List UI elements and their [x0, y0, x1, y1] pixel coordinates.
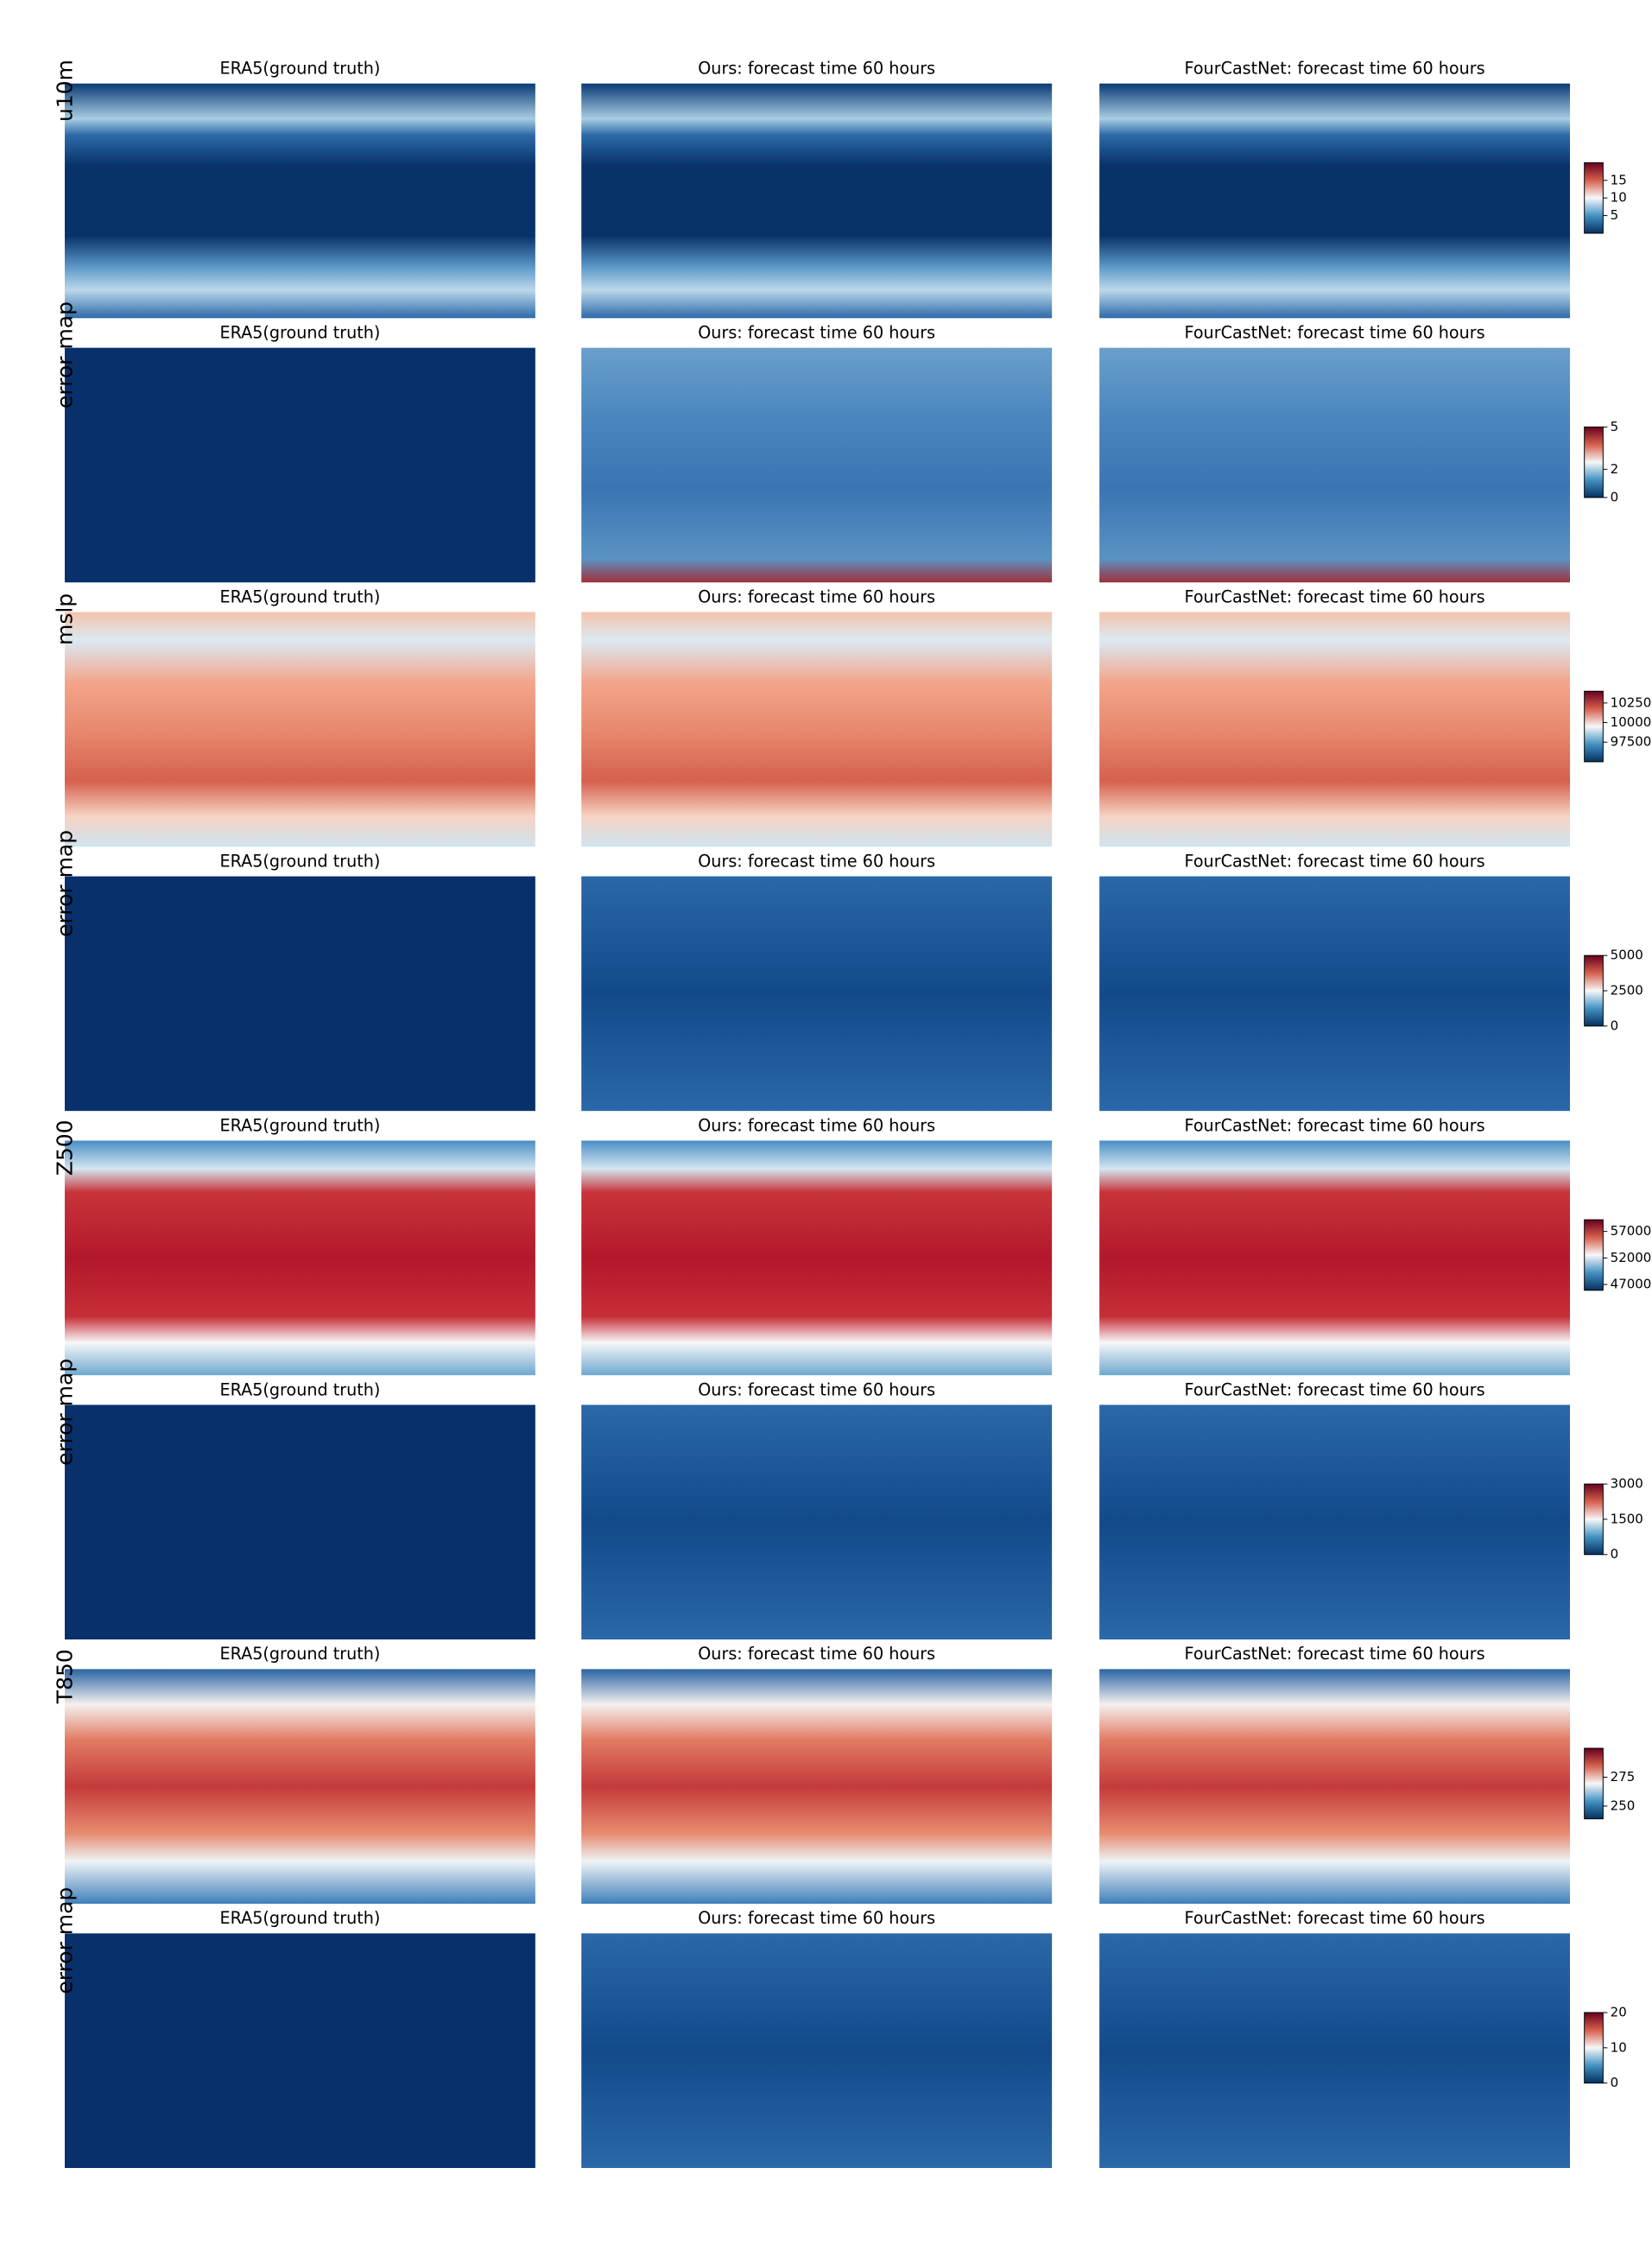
colorbar-tick-label: 0 — [1611, 1546, 1619, 1562]
row-label: T850 — [53, 1649, 78, 1704]
row-label: error map — [53, 1359, 78, 1466]
row-label: error map — [53, 301, 78, 409]
panel-title: FourCastNet: forecast time 60 hours — [1185, 59, 1485, 79]
colorbar-tick-label: 5000 — [1611, 948, 1643, 963]
colorbar — [1584, 2012, 1604, 2084]
colorbar-tick-label: 2 — [1611, 461, 1619, 477]
heatmap-panel — [1099, 1404, 1571, 1640]
heatmap-panel — [1099, 612, 1571, 847]
colorbar-tick-label: 47000 — [1611, 1277, 1652, 1292]
panel-title: ERA5(ground truth) — [219, 1115, 380, 1135]
colorbar-tick-label: 2500 — [1611, 983, 1643, 999]
colorbar — [1584, 1483, 1604, 1556]
heatmap-panel — [1099, 83, 1571, 319]
colorbar-tick-label: 0 — [1611, 489, 1619, 504]
colorbar-tick-label: 275 — [1611, 1769, 1636, 1785]
heatmap-panel — [64, 876, 535, 1112]
colorbar — [1584, 1747, 1604, 1820]
panel-title: Ours: forecast time 60 hours — [698, 1644, 935, 1664]
panel-title: Ours: forecast time 60 hours — [698, 1379, 935, 1399]
panel-title: ERA5(ground truth) — [219, 851, 380, 871]
colorbar — [1584, 1219, 1604, 1291]
panel-title: ERA5(ground truth) — [219, 1908, 380, 1928]
heatmap-panel — [64, 1140, 535, 1376]
heatmap-panel — [1099, 1933, 1571, 2168]
colorbar-tick-label: 0 — [1611, 1018, 1619, 1033]
panel-title: FourCastNet: forecast time 60 hours — [1185, 322, 1485, 342]
heatmap-panel — [1099, 347, 1571, 583]
panel-title: Ours: forecast time 60 hours — [698, 851, 935, 871]
panel-title: ERA5(ground truth) — [219, 59, 380, 79]
panel-title: Ours: forecast time 60 hours — [698, 1115, 935, 1135]
panel-title: FourCastNet: forecast time 60 hours — [1185, 1908, 1485, 1928]
heatmap-panel — [1099, 1140, 1571, 1376]
colorbar-tick-label: 52000 — [1611, 1250, 1652, 1265]
heatmap-panel — [581, 876, 1053, 1112]
row-label: error map — [53, 830, 78, 937]
panel-title: Ours: forecast time 60 hours — [698, 586, 935, 606]
panel-title: Ours: forecast time 60 hours — [698, 59, 935, 79]
colorbar-tick-label: 250 — [1611, 1797, 1636, 1813]
row-label: error map — [53, 1887, 78, 1994]
colorbar-tick-label: 1500 — [1611, 1511, 1643, 1526]
colorbar-tick-label: 5 — [1611, 207, 1619, 223]
heatmap-panel — [581, 1404, 1053, 1640]
heatmap-panel — [64, 1933, 535, 2168]
panel-title: FourCastNet: forecast time 60 hours — [1185, 1379, 1485, 1399]
row-label: mslp — [53, 593, 78, 645]
heatmap-panel — [1099, 1669, 1571, 1905]
heatmap-panel — [581, 347, 1053, 583]
heatmap-panel — [64, 1669, 535, 1905]
heatmap-panel — [581, 1140, 1053, 1376]
colorbar-tick-label: 5 — [1611, 419, 1619, 434]
panel-title: FourCastNet: forecast time 60 hours — [1185, 1644, 1485, 1664]
colorbar-tick-label: 97500 — [1611, 734, 1652, 750]
colorbar-tick-label: 15 — [1611, 172, 1627, 187]
heatmap-panel — [64, 347, 535, 583]
panel-title: ERA5(ground truth) — [219, 1644, 380, 1664]
colorbar-tick-label: 10 — [1611, 190, 1627, 206]
colorbar-tick-label: 10250 — [1611, 694, 1652, 710]
panel-title: FourCastNet: forecast time 60 hours — [1185, 851, 1485, 871]
heatmap-panel — [64, 1404, 535, 1640]
heatmap-panel — [64, 612, 535, 847]
heatmap-panel — [581, 612, 1053, 847]
colorbar — [1584, 426, 1604, 498]
colorbar — [1584, 690, 1604, 763]
colorbar-tick-label: 10 — [1611, 2039, 1627, 2055]
panel-title: FourCastNet: forecast time 60 hours — [1185, 1115, 1485, 1135]
colorbar-tick-label: 3000 — [1611, 1476, 1643, 1492]
heatmap-panel — [581, 1669, 1053, 1905]
heatmap-panel — [64, 83, 535, 319]
colorbar — [1584, 954, 1604, 1027]
panel-title: ERA5(ground truth) — [219, 322, 380, 342]
colorbar-tick-label: 10000 — [1611, 714, 1652, 730]
row-label: Z500 — [53, 1119, 78, 1176]
panel-title: ERA5(ground truth) — [219, 1379, 380, 1399]
colorbar-tick-label: 57000 — [1611, 1223, 1652, 1239]
panel-title: Ours: forecast time 60 hours — [698, 322, 935, 342]
row-label: u10m — [53, 60, 78, 122]
colorbar — [1584, 162, 1604, 234]
panel-title: Ours: forecast time 60 hours — [698, 1908, 935, 1928]
panel-title: FourCastNet: forecast time 60 hours — [1185, 586, 1485, 606]
colorbar-tick-label: 0 — [1611, 2075, 1619, 2090]
panel-title: ERA5(ground truth) — [219, 586, 380, 606]
heatmap-panel — [581, 83, 1053, 319]
colorbar-tick-label: 20 — [1611, 2004, 1627, 2019]
heatmap-panel — [581, 1933, 1053, 2168]
heatmap-panel — [1099, 876, 1571, 1112]
